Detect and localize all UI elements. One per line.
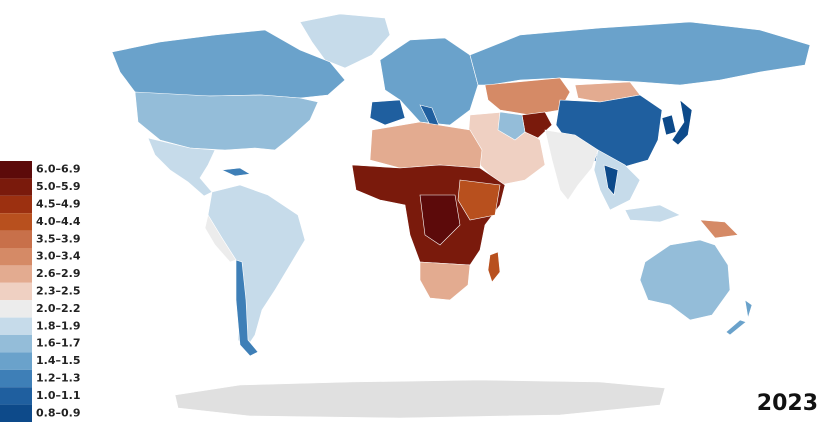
- legend-label: 1.4–1.5: [36, 354, 80, 367]
- legend-swatch: [0, 230, 32, 248]
- southeast-asia: [593, 149, 681, 223]
- legend-swatch: [0, 265, 32, 283]
- legend-label: 4.0–4.4: [36, 215, 81, 228]
- australia: [639, 239, 731, 321]
- legend-swatch: [0, 404, 32, 422]
- legend-label: 6.0–6.9: [36, 163, 80, 176]
- legend-label: 4.5–4.9: [36, 198, 80, 211]
- russia: [469, 21, 811, 86]
- legend-label: 2.6–2.9: [36, 267, 80, 280]
- legend-label: 0.8–0.9: [36, 406, 80, 419]
- legend-label: 1.6–1.7: [36, 337, 80, 350]
- legend-swatch: [0, 335, 32, 353]
- legend: 6.0–6.9 5.0–5.9 4.5–4.9 4.0–4.4 3.5–3.9 3.0–3…: [0, 161, 81, 422]
- legend-swatch: [0, 369, 32, 388]
- year-label: 2023: [757, 391, 818, 416]
- north-africa: [369, 121, 483, 169]
- caribbean: [220, 167, 251, 177]
- antarctica: [174, 379, 666, 419]
- new-zealand: [725, 299, 753, 336]
- legend-swatch: [0, 282, 32, 301]
- legend-label: 2.0–2.2: [36, 302, 80, 315]
- legend-label: 5.0–5.9: [36, 180, 80, 193]
- iran: [497, 111, 526, 141]
- legend-swatch: [0, 161, 32, 179]
- madagascar: [487, 251, 501, 283]
- central-asia: [484, 77, 571, 116]
- east-africa: [457, 179, 501, 221]
- south-america: [207, 184, 306, 351]
- central-africa: [419, 194, 461, 246]
- japan-korea: [661, 99, 693, 146]
- legend-swatch: [0, 352, 32, 370]
- legend-swatch: [0, 387, 32, 405]
- legend-swatch: [0, 300, 32, 318]
- canada-alaska: [111, 29, 346, 99]
- legend-label: 1.2–1.3: [36, 372, 80, 385]
- thailand: [603, 164, 619, 196]
- legend-label: 2.3–2.5: [36, 285, 80, 298]
- legend-label: 1.0–1.1: [36, 389, 80, 402]
- southern-africa: [419, 261, 471, 301]
- legend-label: 3.0–3.4: [36, 250, 81, 263]
- chile: [235, 259, 259, 357]
- usa: [134, 91, 319, 151]
- legend-swatch: [0, 195, 32, 214]
- legend-swatch: [0, 248, 32, 266]
- europe: [379, 37, 479, 126]
- legend-swatch: [0, 317, 32, 335]
- legend-swatch: [0, 213, 32, 231]
- india: [544, 129, 599, 201]
- countries: [111, 13, 811, 419]
- legend-label: 1.8–1.9: [36, 319, 80, 332]
- andes-west: [204, 214, 237, 263]
- legend-swatch: [0, 178, 32, 196]
- legend-label: 3.5–3.9: [36, 232, 80, 245]
- greenland: [299, 13, 391, 69]
- papua: [699, 219, 739, 239]
